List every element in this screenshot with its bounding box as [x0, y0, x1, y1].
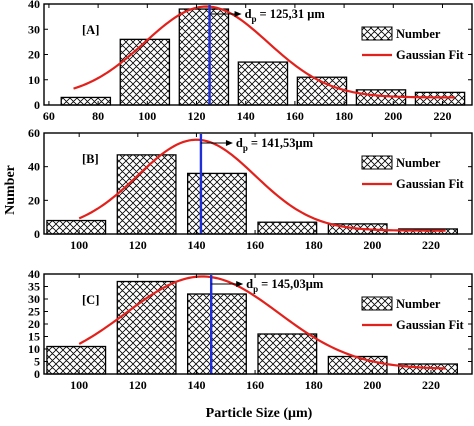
y-tick-label: 0: [34, 98, 40, 112]
legend-hatch-swatch: [361, 26, 393, 41]
x-tick-label: 80: [92, 109, 104, 123]
histogram-bar: [60, 96, 112, 106]
annotation-symbol: d: [245, 7, 252, 21]
legend-label-gaussian: Gaussian Fit: [396, 177, 465, 191]
x-tick-label: 120: [188, 109, 206, 123]
annotation-symbol: d: [236, 136, 243, 150]
y-tick-label: 25: [28, 305, 40, 319]
legend-label-gaussian: Gaussian Fit: [396, 48, 465, 62]
histogram-bar: [119, 38, 171, 106]
annotation-arrowhead: [236, 281, 244, 287]
x-tick-label: 220: [422, 378, 440, 392]
x-tick-label: 120: [129, 238, 147, 252]
x-tick-label: 140: [237, 109, 255, 123]
y-tick-label: 60: [28, 126, 40, 140]
histogram-bar: [327, 355, 388, 375]
legend-label-gaussian: Gaussian Fit: [396, 318, 465, 332]
histogram-bar: [257, 333, 318, 375]
y-tick-label: 10: [28, 73, 40, 87]
histogram-bar: [46, 219, 107, 235]
y-tick-label: 5: [34, 355, 40, 369]
legend-label-number: Number: [396, 27, 441, 41]
annotation-value: = 125,31 μm: [260, 7, 326, 21]
legend-hatch-swatch: [361, 296, 393, 311]
y-axis-title: Number: [3, 165, 18, 215]
y-tick-label: 40: [28, 0, 40, 11]
y-tick-label: 0: [34, 227, 40, 241]
gaussian-fit-line: [78, 138, 446, 232]
histogram-bar: [186, 172, 247, 235]
legend-hatch-swatch: [361, 155, 393, 170]
histogram-bar: [116, 280, 177, 375]
annotation-value: = 141,53μm: [251, 136, 314, 150]
x-tick-label: 160: [246, 378, 264, 392]
annotation-subscript: p: [253, 284, 258, 294]
x-tick-label: 140: [187, 238, 205, 252]
annotation-label: dp = 125,31 μm: [245, 7, 326, 24]
x-tick-label: 220: [422, 238, 440, 252]
panel-label: [A]: [82, 23, 99, 37]
chart-panel-b: dp = 141,53μm [B] Number Gaussian Fit 100 120 1…: [28, 126, 473, 252]
annotation-value: = 145,03μm: [261, 277, 324, 291]
y-tick-label: 20: [28, 317, 40, 331]
annotation-subscript: p: [252, 14, 257, 24]
y-tick-label: 40: [28, 160, 40, 174]
x-tick-label: 160: [246, 238, 264, 252]
y-tick-label: 30: [28, 292, 40, 306]
y-tick-label: 40: [28, 267, 40, 281]
plot-frame: [43, 132, 473, 235]
x-tick-label: 200: [363, 378, 381, 392]
annotation-arrowhead: [234, 11, 242, 17]
x-tick-label: 200: [384, 109, 402, 123]
annotation-label: dp = 145,03μm: [246, 277, 324, 294]
annotation-subscript: p: [243, 143, 248, 153]
y-tick-label: 15: [28, 330, 40, 344]
annotation-label: dp = 141,53μm: [236, 136, 314, 153]
histogram-bar: [237, 61, 289, 106]
histogram-bar: [186, 293, 247, 375]
legend-label-number: Number: [396, 297, 441, 311]
y-tick-label: 30: [28, 22, 40, 36]
x-tick-label: 100: [138, 109, 156, 123]
y-tick-label: 20: [28, 193, 40, 207]
annotation-symbol: d: [246, 277, 253, 291]
histogram-bar: [46, 345, 107, 375]
chart-panel-a: dp = 125,31 μm [A] Number Gaussian Fit 60 80 10…: [28, 0, 473, 123]
x-tick-label: 200: [363, 238, 381, 252]
x-tick-label: 160: [286, 109, 304, 123]
x-tick-label: 100: [70, 238, 88, 252]
panel-label: [B]: [82, 152, 99, 166]
y-tick-label: 20: [28, 48, 40, 62]
panel-label: [C]: [82, 293, 99, 307]
x-tick-label: 100: [70, 378, 88, 392]
x-tick-label: 180: [335, 109, 353, 123]
histogram-bar: [178, 8, 230, 106]
legend-label-number: Number: [396, 156, 441, 170]
y-tick-label: 35: [28, 280, 40, 294]
x-tick-label: 140: [187, 378, 205, 392]
x-axis-title: Particle Size (μm): [206, 406, 313, 421]
y-tick-label: 0: [34, 367, 40, 381]
x-tick-label: 60: [43, 109, 55, 123]
gaussian-fit-line: [73, 5, 455, 99]
gaussian-fit-line: [78, 275, 446, 370]
x-tick-label: 220: [433, 109, 451, 123]
histogram-bar: [257, 221, 318, 235]
x-tick-label: 180: [305, 378, 323, 392]
histogram-bar: [414, 91, 466, 106]
x-tick-label: 120: [129, 378, 147, 392]
annotation-arrowhead: [225, 140, 233, 146]
y-tick-label: 10: [28, 342, 40, 356]
x-tick-label: 180: [305, 238, 323, 252]
